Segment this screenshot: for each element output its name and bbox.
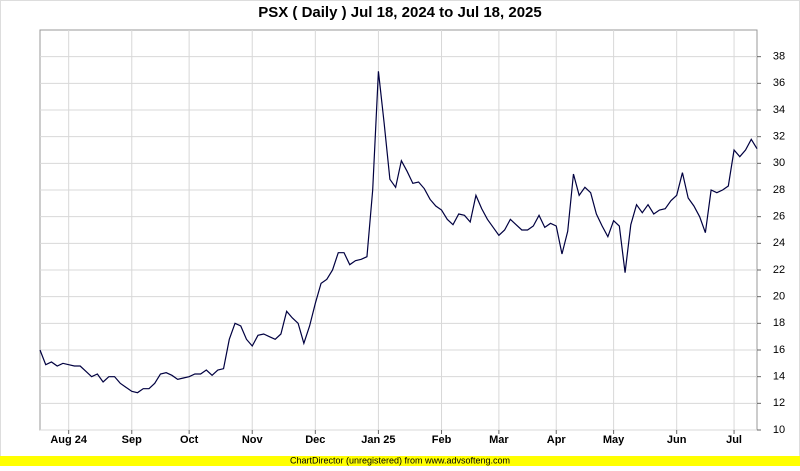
- x-tick-label: Oct: [180, 434, 199, 446]
- y-tick-label: 10: [773, 424, 785, 436]
- y-tick-label: 34: [773, 104, 785, 116]
- x-tick-label: Jan 25: [361, 434, 395, 446]
- y-tick-label: 30: [773, 157, 785, 169]
- x-tick-label: Jun: [667, 434, 687, 446]
- y-tick-label: 22: [773, 264, 785, 276]
- y-tick-label: 12: [773, 397, 785, 409]
- y-tick-label: 18: [773, 317, 785, 329]
- y-tick-label: 16: [773, 344, 785, 356]
- y-tick-label: 14: [773, 371, 785, 383]
- footer-bar: [0, 456, 800, 466]
- price-line: [39, 71, 758, 394]
- y-tick-label: 28: [773, 184, 785, 196]
- y-tick-label: 38: [773, 51, 785, 63]
- x-tick-label: Mar: [489, 434, 509, 446]
- x-tick-label: Aug 24: [50, 434, 88, 446]
- y-tick-label: 26: [773, 211, 785, 223]
- grid: [40, 30, 757, 431]
- x-tick-label: Sep: [122, 434, 142, 446]
- x-tick-label: May: [603, 434, 625, 446]
- x-tick-label: Jul: [726, 434, 742, 446]
- y-tick-label: 24: [773, 237, 785, 249]
- x-tick-label: Nov: [242, 434, 264, 446]
- footer: ChartDirector (unregistered) from www.ad…: [290, 455, 510, 465]
- x-tick-label: Feb: [432, 434, 452, 446]
- chart-title: PSX ( Daily ) Jul 18, 2024 to Jul 18, 20…: [258, 4, 541, 21]
- y-tick-label: 32: [773, 131, 785, 143]
- y-tick-label: 20: [773, 291, 785, 303]
- x-tick-label: Apr: [547, 434, 567, 446]
- x-tick-label: Dec: [305, 434, 325, 446]
- plot-area: [39, 29, 758, 431]
- y-tick-label: 36: [773, 77, 785, 89]
